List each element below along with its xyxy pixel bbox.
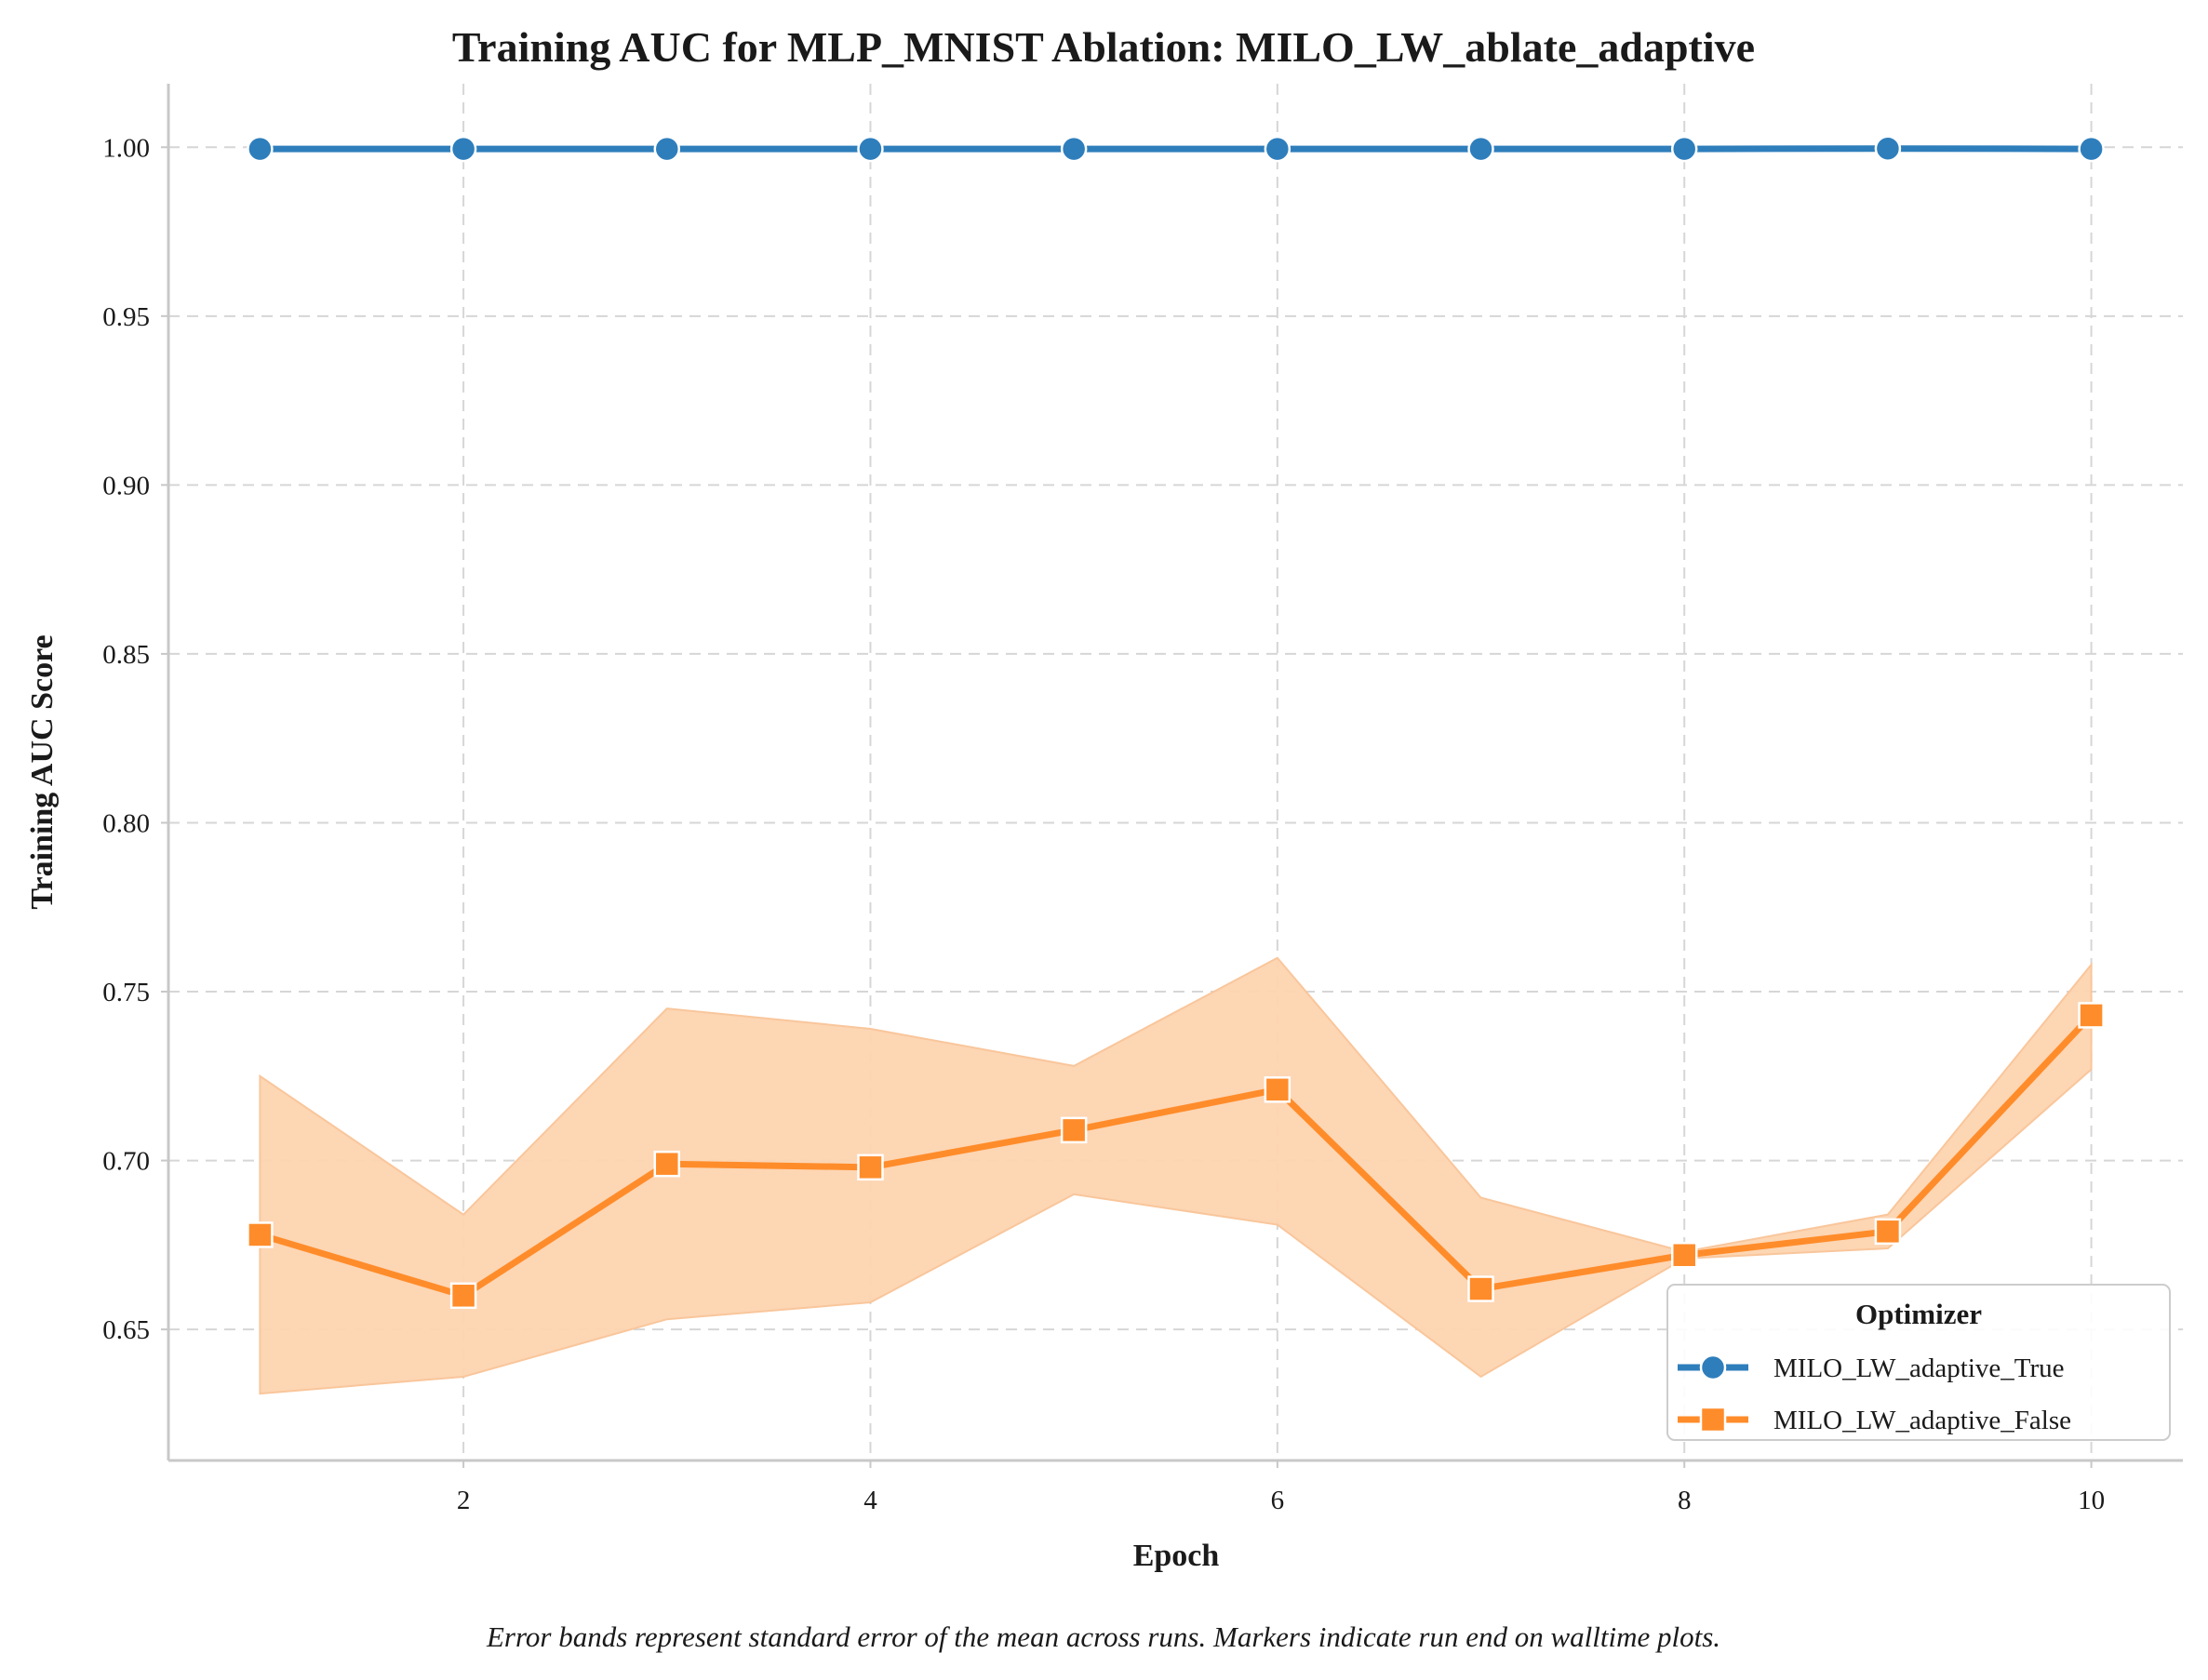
x-tick-label: 4: [863, 1486, 877, 1515]
x-tick-label: 6: [1271, 1486, 1285, 1515]
error-bands: [259, 956, 2093, 1395]
data-point: [1060, 135, 1088, 163]
legend-marker: [1699, 1353, 1727, 1381]
ticks: 0.65 0.70 0.75 0.80 0.85 0.90 0.95 1.00 2 4 6 8 10: [102, 133, 2105, 1515]
x-tick-label: 2: [457, 1486, 471, 1515]
y-tick-label: 0.65: [102, 1315, 150, 1345]
legend-marker: [1699, 1406, 1727, 1433]
y-tick-label: 1.00: [102, 133, 150, 163]
y-tick-label: 0.85: [102, 640, 150, 670]
series-line-MILO_LW_adaptive_False: [256, 1011, 2095, 1300]
data-point: [1874, 1218, 1902, 1246]
legend-title: Optimizer: [1855, 1298, 1982, 1330]
data-point: [1467, 1275, 1494, 1302]
data-point: [1670, 1241, 1698, 1269]
y-tick-label: 0.80: [102, 808, 150, 838]
chart-caption: Error bands represent standard error of …: [486, 1620, 1720, 1653]
data-point: [1670, 135, 1698, 163]
y-tick-label: 0.70: [102, 1147, 150, 1177]
data-point: [1874, 135, 1902, 162]
legend-label: MILO_LW_adaptive_True: [1773, 1353, 2065, 1383]
legend-label: MILO_LW_adaptive_False: [1773, 1406, 2071, 1435]
data-point: [449, 1282, 477, 1310]
axes: [167, 84, 2183, 1462]
data-point: [2078, 135, 2105, 163]
data-point: [1264, 1076, 1291, 1103]
data-point: [653, 1150, 681, 1178]
legend-box: [1666, 1284, 2171, 1441]
chart-title: Training AUC for MLP_MNIST Ablation: MIL…: [452, 23, 1755, 71]
data-point: [653, 135, 681, 163]
legend: Optimizer MILO_LW_adaptive_TrueMILO_LW_a…: [1666, 1284, 2171, 1441]
data-point: [1060, 1116, 1088, 1144]
data-point: [857, 135, 884, 163]
y-tick-label: 0.95: [102, 302, 150, 332]
data-point: [2078, 1002, 2105, 1029]
grid: [168, 84, 2183, 1460]
y-tick-label: 0.90: [102, 471, 150, 500]
series-lines: [256, 145, 2095, 1300]
x-tick-label: 10: [2078, 1486, 2105, 1515]
x-axis-label: Epoch: [1133, 1539, 1220, 1573]
legend-entries: MILO_LW_adaptive_True MILO_LW_adaptive_Fa…: [1678, 1353, 2071, 1435]
series-markers: [247, 135, 2105, 1310]
y-tick-label: 0.75: [102, 978, 150, 1007]
data-point: [857, 1153, 884, 1181]
x-tick-label: 8: [1678, 1486, 1692, 1515]
data-point: [1467, 135, 1494, 163]
data-point: [1264, 135, 1291, 163]
error-band-MILO_LW_adaptive_False: [259, 956, 2093, 1395]
data-point: [247, 135, 274, 163]
data-point: [247, 1221, 274, 1248]
y-axis-label: Training AUC Score: [25, 634, 60, 909]
data-point: [449, 135, 477, 163]
